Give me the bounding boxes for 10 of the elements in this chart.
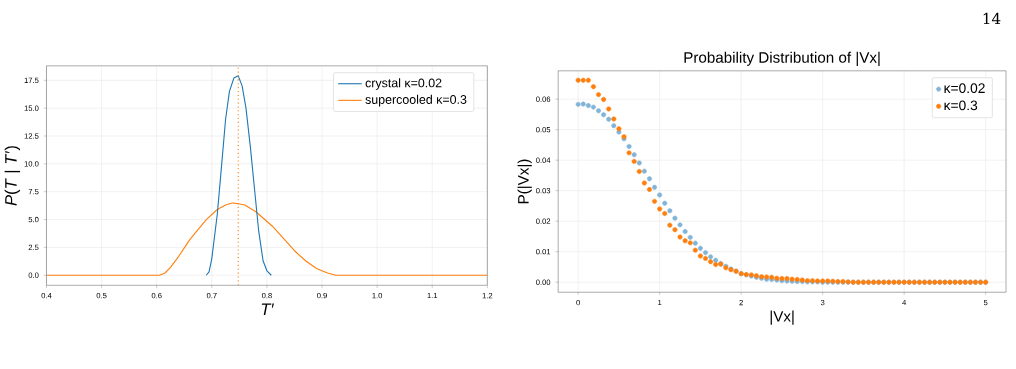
chart-title: Probability Distribution of |Vx| — [684, 51, 880, 66]
x-axis-title: |Vx| — [770, 310, 794, 325]
text: 14 — [983, 12, 1001, 25]
x-axis-title: T′ — [261, 303, 274, 315]
legend-label: κ=0.02 — [944, 83, 985, 93]
y-axis-title: P(|Vx|) — [517, 159, 532, 204]
legend-label: κ=0.3 — [944, 100, 978, 111]
legend-label: crystal κ=0.02 — [365, 78, 442, 90]
legend-label: supercooled κ=0.3 — [365, 94, 467, 107]
y-axis-title: P(T | T′) — [4, 146, 21, 206]
